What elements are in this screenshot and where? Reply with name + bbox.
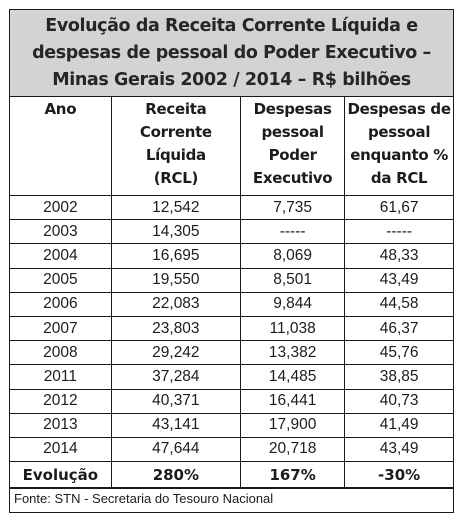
header-row: Ano Receita Corrente Líquida (RCL) Despesas pe… [10, 97, 453, 196]
column-header-line: pessoal [367, 123, 431, 141]
table-cell: 61,67 [344, 194, 453, 221]
table-cell: 2003 [10, 219, 112, 245]
title-line-3: Minas Gerais 2002 / 2014 – R$ bilhões [52, 69, 411, 90]
table-cell: 8,501 [239, 267, 346, 293]
column-header: Despesas pessoal Poder Executivo [239, 97, 346, 196]
table-cell: 2012 [10, 388, 112, 414]
table-body: 2002 12,542 7,735 61,67 2003 14,305 ----- -----… [10, 194, 453, 489]
table-cell: 41,49 [344, 412, 453, 438]
table-cell: 17,900 [239, 412, 346, 438]
table-cell: 11,038 [239, 315, 346, 342]
table-cell: 2013 [10, 412, 112, 438]
summary-cell: Evolução [10, 461, 112, 489]
table-cell: 14,485 [239, 364, 346, 390]
column-header-line: Despesas de [347, 100, 451, 118]
column-header-line: (RCL) [153, 169, 199, 187]
table-cell: 16,695 [110, 243, 242, 269]
column-header-line: enquanto % [350, 146, 449, 164]
table-cell: 9,844 [239, 291, 346, 317]
table-row: 2005 19,550 8,501 43,49 [10, 267, 453, 293]
table-cell: 2011 [10, 364, 112, 390]
table-row: 2007 23,803 11,038 46,37 [10, 315, 453, 342]
table-cell: 43,49 [344, 267, 453, 293]
table-cell: 47,644 [110, 436, 242, 463]
table-cell: 19,550 [110, 267, 242, 293]
title-line-2: despesas de pessoal do Poder Executivo – [32, 42, 431, 63]
table-cell: 40,371 [110, 388, 242, 414]
table-cell: 2007 [10, 315, 112, 342]
column-header-line: pessoal [261, 123, 324, 141]
table-cell: 23,803 [110, 315, 242, 342]
table-cell: 12,542 [110, 194, 242, 221]
table-cell: 8,069 [239, 243, 346, 269]
summary-cell: -30% [344, 461, 453, 489]
table-cell: 2008 [10, 340, 112, 366]
table-cell: 45,76 [344, 340, 453, 366]
column-header-line: Líquida [145, 146, 206, 164]
table-cell: 14,305 [110, 219, 242, 245]
table-cell: 43,141 [110, 412, 242, 438]
table-row: 2004 16,695 8,069 48,33 [10, 243, 453, 269]
table-cell: ----- [344, 219, 453, 245]
table-cell: 29,242 [110, 340, 242, 366]
table-cell: ----- [239, 219, 346, 245]
table-cell: 43,49 [344, 436, 453, 463]
table-cell: 48,33 [344, 243, 453, 269]
column-header-line: Poder [268, 146, 317, 164]
table-row: 2006 22,083 9,844 44,58 [10, 291, 453, 317]
table-cell: 2014 [10, 436, 112, 463]
column-header-line: Despesas [253, 100, 332, 118]
summary-cell: 280% [110, 461, 242, 489]
column-header: Receita Corrente Líquida (RCL) [110, 97, 242, 196]
data-table: Ano Receita Corrente Líquida (RCL) Despesas pe… [10, 97, 453, 489]
source-note: Fonte: STN - Secretaria do Tesouro Nacio… [10, 488, 453, 509]
column-header-line: Corrente [139, 123, 212, 141]
table-cell: 2004 [10, 243, 112, 269]
column-header-line: Executivo [252, 169, 333, 187]
table-row: 2014 47,644 20,718 43,49 [10, 436, 453, 463]
table-row: 2011 37,284 14,485 38,85 [10, 364, 453, 390]
table-cell: 16,441 [239, 388, 346, 414]
column-header-line: Receita [145, 100, 207, 118]
table-cell: 46,37 [344, 315, 453, 342]
column-header: Despesas de pessoal enquanto % da RCL [344, 97, 453, 196]
table-cell: 2002 [10, 194, 112, 221]
table-row: 2002 12,542 7,735 61,67 [10, 194, 453, 221]
summary-cell: 167% [239, 461, 346, 489]
column-header-line: Ano [44, 100, 77, 118]
table-row: 2012 40,371 16,441 40,73 [10, 388, 453, 414]
table-container: Evolução da Receita Corrente Líquida e d… [9, 9, 454, 513]
table-cell: 37,284 [110, 364, 242, 390]
table-cell: 40,73 [344, 388, 453, 414]
column-header: Ano [10, 97, 112, 196]
table-cell: 44,58 [344, 291, 453, 317]
title-line-1: Evolução da Receita Corrente Líquida e [45, 15, 418, 36]
table-cell: 2006 [10, 291, 112, 317]
table-cell: 38,85 [344, 364, 453, 390]
table-cell: 13,382 [239, 340, 346, 366]
table-row: 2013 43,141 17,900 41,49 [10, 412, 453, 438]
summary-row: Evolução 280% 167% -30% [10, 461, 453, 489]
column-header-line: da RCL [370, 169, 428, 187]
table-cell: 22,083 [110, 291, 242, 317]
table-title: Evolução da Receita Corrente Líquida e d… [10, 10, 453, 97]
table-cell: 20,718 [239, 436, 346, 463]
table-cell: 7,735 [239, 194, 346, 221]
table-row: 2008 29,242 13,382 45,76 [10, 340, 453, 366]
table-row: 2003 14,305 ----- ----- [10, 219, 453, 245]
table-cell: 2005 [10, 267, 112, 293]
